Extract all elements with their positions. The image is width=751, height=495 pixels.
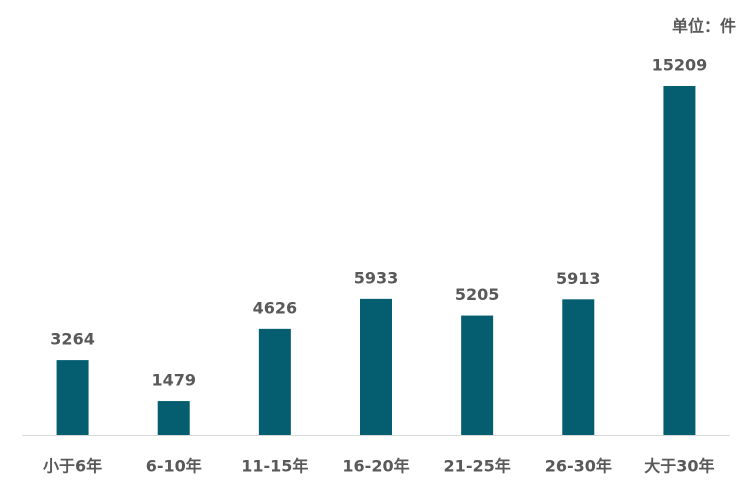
data-label: 5933 [354,268,399,287]
bar [663,86,696,435]
x-tick-label: 6-10年 [146,457,202,476]
data-label: 4626 [253,298,298,317]
bar [258,328,291,435]
bar [360,298,392,435]
bar [562,299,595,435]
bar [56,360,89,435]
x-tick-label: 小于6年 [43,457,102,476]
bar [157,401,190,435]
x-tick-label: 11-15年 [241,457,308,476]
data-label: 15209 [652,56,708,75]
data-label: 5913 [556,269,601,288]
x-tick-label: 16-20年 [342,457,409,476]
data-label: 1479 [151,371,196,390]
x-tick-label: 大于30年 [644,457,714,476]
data-label: 3264 [50,330,95,349]
x-tick-label: 26-30年 [545,457,612,476]
x-tick-label: 21-25年 [444,457,511,476]
unit-label: 单位：件 [672,17,736,36]
data-label: 5205 [455,285,500,304]
bar [461,315,494,435]
